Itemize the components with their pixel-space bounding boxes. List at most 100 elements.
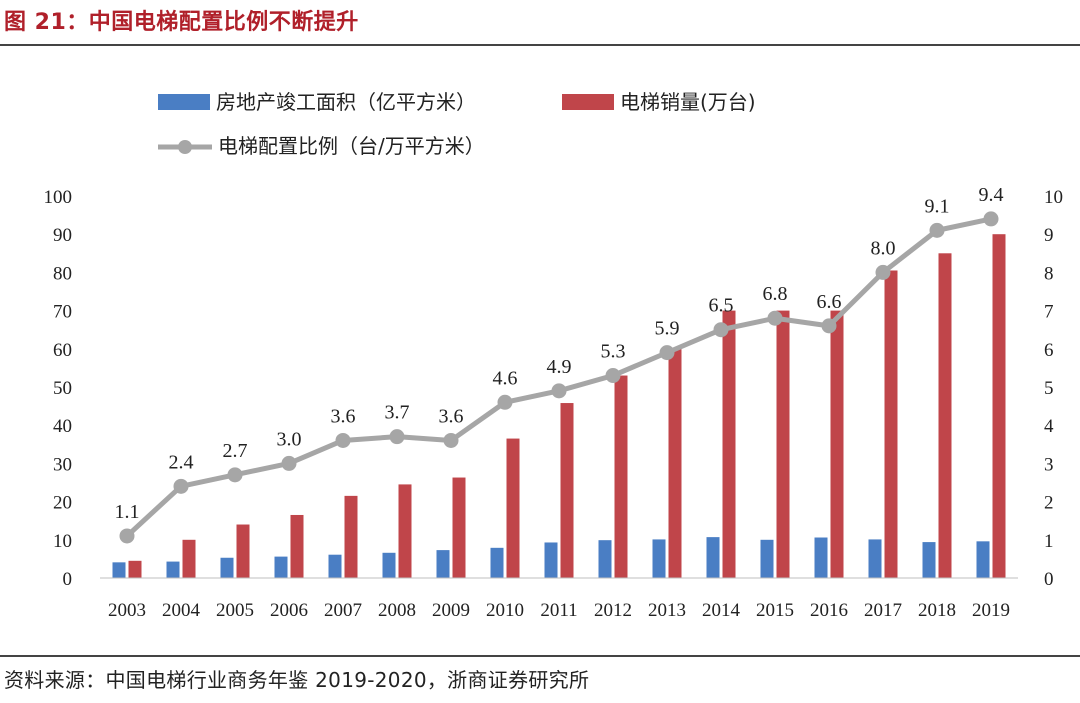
elevator-sales-bar-2015 <box>776 310 790 578</box>
ratio-point-2016 <box>821 318 837 334</box>
ratio-point-2006 <box>281 455 297 471</box>
y-left-tick: 60 <box>53 340 72 361</box>
y-right-tick: 6 <box>1044 340 1054 361</box>
elevator-sales-bar-2005 <box>236 524 250 578</box>
elevator-sales-bar-2017 <box>884 270 898 578</box>
elevator-sales-bar-2014 <box>722 310 736 578</box>
ratio-label-2007: 3.6 <box>331 405 356 427</box>
x-axis: 2003 2004 2005 2006 2007 2008 2009 2010 2011 2012… <box>100 577 1018 621</box>
ratio-label-2018: 9.1 <box>925 195 950 217</box>
y-left-tick: 90 <box>53 225 72 246</box>
completed-area-bar-2008 <box>382 552 396 578</box>
ratio-label-2006: 3.0 <box>277 428 302 450</box>
x-tick-2009: 2009 <box>432 600 470 621</box>
ratio-point-2013 <box>659 345 675 361</box>
ratio-point-2008 <box>389 429 405 445</box>
completed-area-bar-2014 <box>706 537 720 578</box>
y-right-tick: 9 <box>1044 225 1054 246</box>
y-right-tick: 5 <box>1044 378 1054 399</box>
source-note: 资料来源：中国电梯行业商务年鉴 2019-2020，浙商证券研究所 <box>4 668 590 692</box>
completed-area-bar-2015 <box>760 539 774 578</box>
completed-area-bar-2012 <box>598 540 612 578</box>
completed-area-bar-2007 <box>328 554 342 578</box>
legend-swatch-2 <box>562 94 614 110</box>
y-left-tick: 100 <box>44 187 73 208</box>
ratio-label-2014: 6.5 <box>709 295 734 317</box>
ratio-label-2012: 5.3 <box>601 341 626 363</box>
top-divider <box>0 44 1080 46</box>
x-tick-2017: 2017 <box>864 600 902 621</box>
y-left-tick: 40 <box>53 416 72 437</box>
completed-area-bar-2009 <box>436 550 450 578</box>
y-right-tick: 4 <box>1044 416 1054 437</box>
y-left-tick: 0 <box>63 569 73 590</box>
elevator-sales-bar-2018 <box>938 253 952 579</box>
completed-area-bar-2003 <box>112 562 126 578</box>
x-tick-2015: 2015 <box>756 600 794 621</box>
bottom-divider <box>0 655 1080 657</box>
elevator-sales-bar-2006 <box>290 514 304 578</box>
completed-area-bar-2004 <box>166 561 180 578</box>
ratio-label-2017: 8.0 <box>871 237 896 259</box>
bars <box>112 234 1006 579</box>
x-tick-2006: 2006 <box>270 600 308 621</box>
ratio-label-2005: 2.7 <box>223 440 248 462</box>
completed-area-bar-2005 <box>220 557 234 578</box>
elevator-sales-bar-2012 <box>614 375 628 578</box>
y-axis-left: 0 10 20 30 40 50 60 70 80 90 100 <box>44 187 73 590</box>
y-left-tick: 80 <box>53 263 72 284</box>
ratio-point-2005 <box>227 467 243 483</box>
x-tick-2018: 2018 <box>918 600 956 621</box>
x-tick-2014: 2014 <box>702 600 741 621</box>
y-right-tick: 8 <box>1044 263 1054 284</box>
ratio-point-2009 <box>443 432 459 448</box>
ratio-point-2014 <box>713 322 729 338</box>
y-left-tick: 70 <box>53 302 72 323</box>
y-right-tick: 1 <box>1044 531 1054 552</box>
x-tick-2005: 2005 <box>216 600 254 621</box>
ratio-label-2016: 6.6 <box>817 291 842 313</box>
x-tick-2010: 2010 <box>486 600 524 621</box>
ratio-point-2012 <box>605 368 621 384</box>
y-left-tick: 30 <box>53 454 72 475</box>
elevator-sales-bar-2013 <box>668 348 682 578</box>
elevator-sales-bar-2011 <box>560 403 574 578</box>
y-right-tick: 0 <box>1044 569 1054 590</box>
y-left-tick: 50 <box>53 378 72 399</box>
x-tick-2012: 2012 <box>594 600 632 621</box>
legend-label-1: 房地产竣工面积（亿平方米） <box>216 90 476 114</box>
x-tick-2007: 2007 <box>324 600 362 621</box>
figure-title: 图 21：中国电梯配置比例不断提升 <box>4 10 359 35</box>
elevator-sales-bar-2007 <box>344 495 358 578</box>
x-tick-2003: 2003 <box>108 600 146 621</box>
ratio-line: 1.1 2.4 2.7 3.0 3.6 3.7 3.6 4.6 4.9 5.3 5.9 6.5 6.8 6… <box>115 184 1004 544</box>
legend-label-2: 电梯销量(万台) <box>620 90 756 114</box>
x-tick-2004: 2004 <box>162 600 201 621</box>
ratio-point-2011 <box>551 383 567 399</box>
ratio-label-2013: 5.9 <box>655 318 680 340</box>
x-tick-2016: 2016 <box>810 600 848 621</box>
ratio-label-2010: 4.6 <box>493 367 518 389</box>
ratio-point-2017 <box>875 264 891 280</box>
ratio-point-2015 <box>767 310 783 326</box>
x-tick-2008: 2008 <box>378 600 416 621</box>
ratio-label-2009: 3.6 <box>439 405 464 427</box>
completed-area-bar-2010 <box>490 547 504 578</box>
completed-area-bar-2011 <box>544 542 558 578</box>
legend-line-marker <box>178 140 192 154</box>
ratio-point-2007 <box>335 432 351 448</box>
y-axis-right: 0 1 2 3 4 5 6 7 8 9 10 <box>1044 187 1063 590</box>
x-tick-2011: 2011 <box>540 600 577 621</box>
x-tick-2019: 2019 <box>972 600 1010 621</box>
completed-area-bar-2013 <box>652 539 666 578</box>
y-right-tick: 2 <box>1044 493 1054 514</box>
ratio-label-2015: 6.8 <box>763 283 788 305</box>
legend-swatch-1 <box>158 94 210 110</box>
legend: 房地产竣工面积（亿平方米） 电梯销量(万台) 电梯配置比例（台/万平方米） <box>158 90 756 158</box>
completed-area-bar-2019 <box>976 541 990 578</box>
ratio-label-2011: 4.9 <box>547 356 572 378</box>
ratio-label-2003: 1.1 <box>115 501 140 523</box>
ratio-point-2004 <box>173 478 189 494</box>
y-right-tick: 10 <box>1044 187 1063 208</box>
